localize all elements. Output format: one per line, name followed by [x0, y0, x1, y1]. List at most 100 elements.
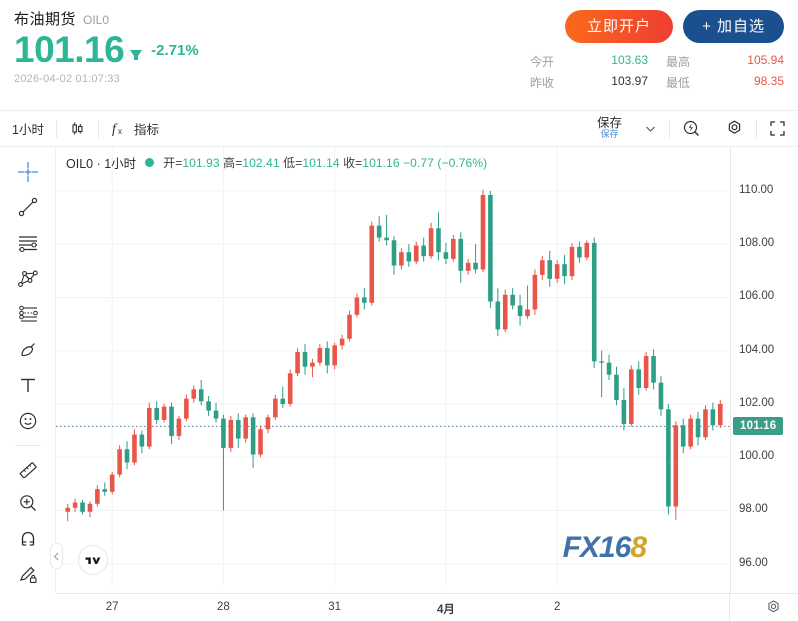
brush-icon[interactable]: [11, 333, 45, 367]
time-axis[interactable]: 27 28 31 4月 2: [56, 593, 798, 621]
fullscreen-button[interactable]: [757, 111, 798, 146]
zoom-in-icon[interactable]: [11, 486, 45, 520]
legend-open-label: 开=: [163, 156, 183, 170]
quote-value-open: 103.63: [611, 53, 648, 67]
crosshair-icon[interactable]: [11, 155, 45, 189]
quote-label-open: 今开: [530, 55, 555, 69]
horizontal-lines-icon[interactable]: [11, 226, 45, 260]
legend-open-value: 101.93: [182, 156, 220, 170]
gear-icon: [725, 119, 744, 138]
quote-label-low: 最低: [666, 76, 691, 90]
instrument-code: OIL0: [83, 13, 110, 27]
legend-change-pct: (−0.76%): [437, 156, 488, 170]
time-axis-tick: 4月: [436, 604, 455, 616]
pitchfork-icon[interactable]: [11, 262, 45, 296]
chevron-down-icon: [644, 122, 657, 135]
fullscreen-icon: [769, 120, 786, 137]
quote-value-low: 98.35: [753, 74, 784, 88]
header-actions: 立即开户 + 加自选 今开 103.63 最高 105.94 昨收 103.97…: [484, 10, 784, 91]
chart-toolbar: 1小时 f x 指标: [0, 110, 798, 147]
candlestick-series: [65, 189, 723, 522]
chart-container: OIL0 · 1小时 开=101.93 高=102.41 低=101.14 收=…: [0, 147, 798, 621]
chart-legend: OIL0 · 1小时 开=101.93 高=102.41 低=101.14 收=…: [66, 153, 487, 172]
chart-settings-button[interactable]: [713, 111, 756, 146]
price-axis-tick: 102.00: [739, 396, 775, 409]
legend-high-value: 102.41: [242, 156, 280, 170]
legend-low-value: 101.14: [302, 156, 340, 170]
price-change-pct: -2.71%: [151, 41, 199, 59]
price-axis[interactable]: 110.00 108.00 106.00 104.00 102.00 100.00 98.0…: [730, 147, 798, 593]
fx168-watermark-blue: FX16: [562, 531, 632, 564]
legend-close-label: 收=: [343, 156, 363, 170]
fib-retracement-icon[interactable]: [11, 297, 45, 331]
price-down-arrow-icon: [130, 49, 143, 60]
price-axis-tick: 110.00: [739, 183, 774, 196]
plot-area[interactable]: OIL0 · 1小时 开=101.93 高=102.41 低=101.14 收=…: [50, 147, 730, 593]
fx168-watermark: FX168: [562, 531, 647, 565]
quote-timestamp: 2026-04-02 01:07:33: [14, 72, 120, 85]
time-axis-tick: 27: [105, 601, 119, 613]
svg-text:f: f: [112, 122, 118, 137]
instrument-title-row: 布油期货 OIL0: [14, 8, 784, 29]
price-axis-tick: 96.00: [739, 556, 768, 569]
tradingview-logo[interactable]: [78, 545, 108, 575]
price-axis-tick: 104.00: [739, 343, 775, 356]
quote-stats-grid: 今开 103.63 最高 105.94 昨收 103.97 最低 98.35: [484, 53, 784, 91]
legend-symbol: OIL0 · 1小时: [66, 157, 137, 171]
time-axis-settings-icon[interactable]: [765, 599, 782, 621]
current-price-badge: 101.16: [733, 417, 784, 436]
magnet-icon[interactable]: [11, 522, 45, 556]
legend-close-value: 101.16: [362, 156, 400, 170]
legend-low-label: 低=: [283, 156, 303, 170]
time-axis-tick: 28: [217, 601, 230, 613]
open-account-button[interactable]: 立即开户: [565, 10, 674, 43]
price-row: 101.16 -2.71%: [14, 29, 784, 70]
time-axis-tick: 31: [328, 601, 342, 613]
chart-gridlines: [56, 147, 730, 585]
chart-scroll-left-handle[interactable]: [50, 543, 63, 569]
time-axis-tick: 2: [553, 601, 561, 613]
indicators-button[interactable]: f x 指标: [99, 111, 171, 146]
svg-text:x: x: [118, 127, 122, 136]
save-dropdown-button[interactable]: [632, 111, 669, 146]
measure-ruler-icon[interactable]: [11, 451, 45, 485]
legend-high-label: 高=: [223, 156, 243, 170]
toolbar-divider-2: [97, 119, 99, 138]
quote-label-high: 最高: [666, 55, 691, 69]
add-watchlist-button[interactable]: + 加自选: [683, 10, 784, 43]
price-axis-tick: 100.00: [739, 450, 775, 463]
interval-selector[interactable]: 1小时: [0, 111, 56, 146]
fx-icon: f x: [111, 120, 128, 137]
text-tool-icon[interactable]: [11, 368, 45, 402]
last-price: 101.16: [14, 29, 125, 70]
quick-undo-button[interactable]: [670, 111, 713, 146]
quote-label-prevclose: 昨收: [530, 76, 555, 90]
toolbar-divider-4: [756, 119, 757, 138]
legend-status-dot: [145, 158, 155, 167]
legend-ohlc: 开=101.93 高=102.41 低=101.14 收=101.16 −0.7…: [163, 154, 487, 171]
save-button[interactable]: 保存 保存: [587, 115, 632, 141]
chart-type-button[interactable]: [57, 111, 98, 146]
price-axis-tick: 98.00: [739, 503, 768, 516]
save-sublabel: 保存: [600, 129, 619, 140]
trend-line-icon[interactable]: [11, 191, 45, 225]
save-label: 保存: [596, 115, 622, 130]
lock-drawings-icon[interactable]: [11, 557, 45, 591]
toolbar-right-group: 保存 保存: [587, 111, 798, 146]
legend-change: −0.77: [403, 156, 434, 170]
fx168-watermark-gold: 8: [630, 531, 647, 564]
quote-value-high: 105.94: [747, 53, 784, 67]
time-axis-divider: [729, 594, 730, 621]
toolbar-divider: [55, 119, 57, 138]
emoji-icon[interactable]: [11, 404, 45, 438]
quote-value-prevclose: 103.97: [611, 74, 648, 88]
instrument-name: 布油期货: [14, 11, 77, 28]
instrument-header: 布油期货 OIL0 101.16 -2.71% 2026-04-02 01:07…: [0, 0, 798, 110]
interval-label: 1小时: [12, 123, 44, 137]
price-axis-tick: 108.00: [739, 237, 775, 250]
quick-undo-icon: [682, 119, 701, 138]
indicators-label: 指标: [133, 123, 159, 137]
candlestick-icon: [69, 120, 86, 137]
header-button-row: 立即开户 + 加自选: [484, 10, 784, 43]
